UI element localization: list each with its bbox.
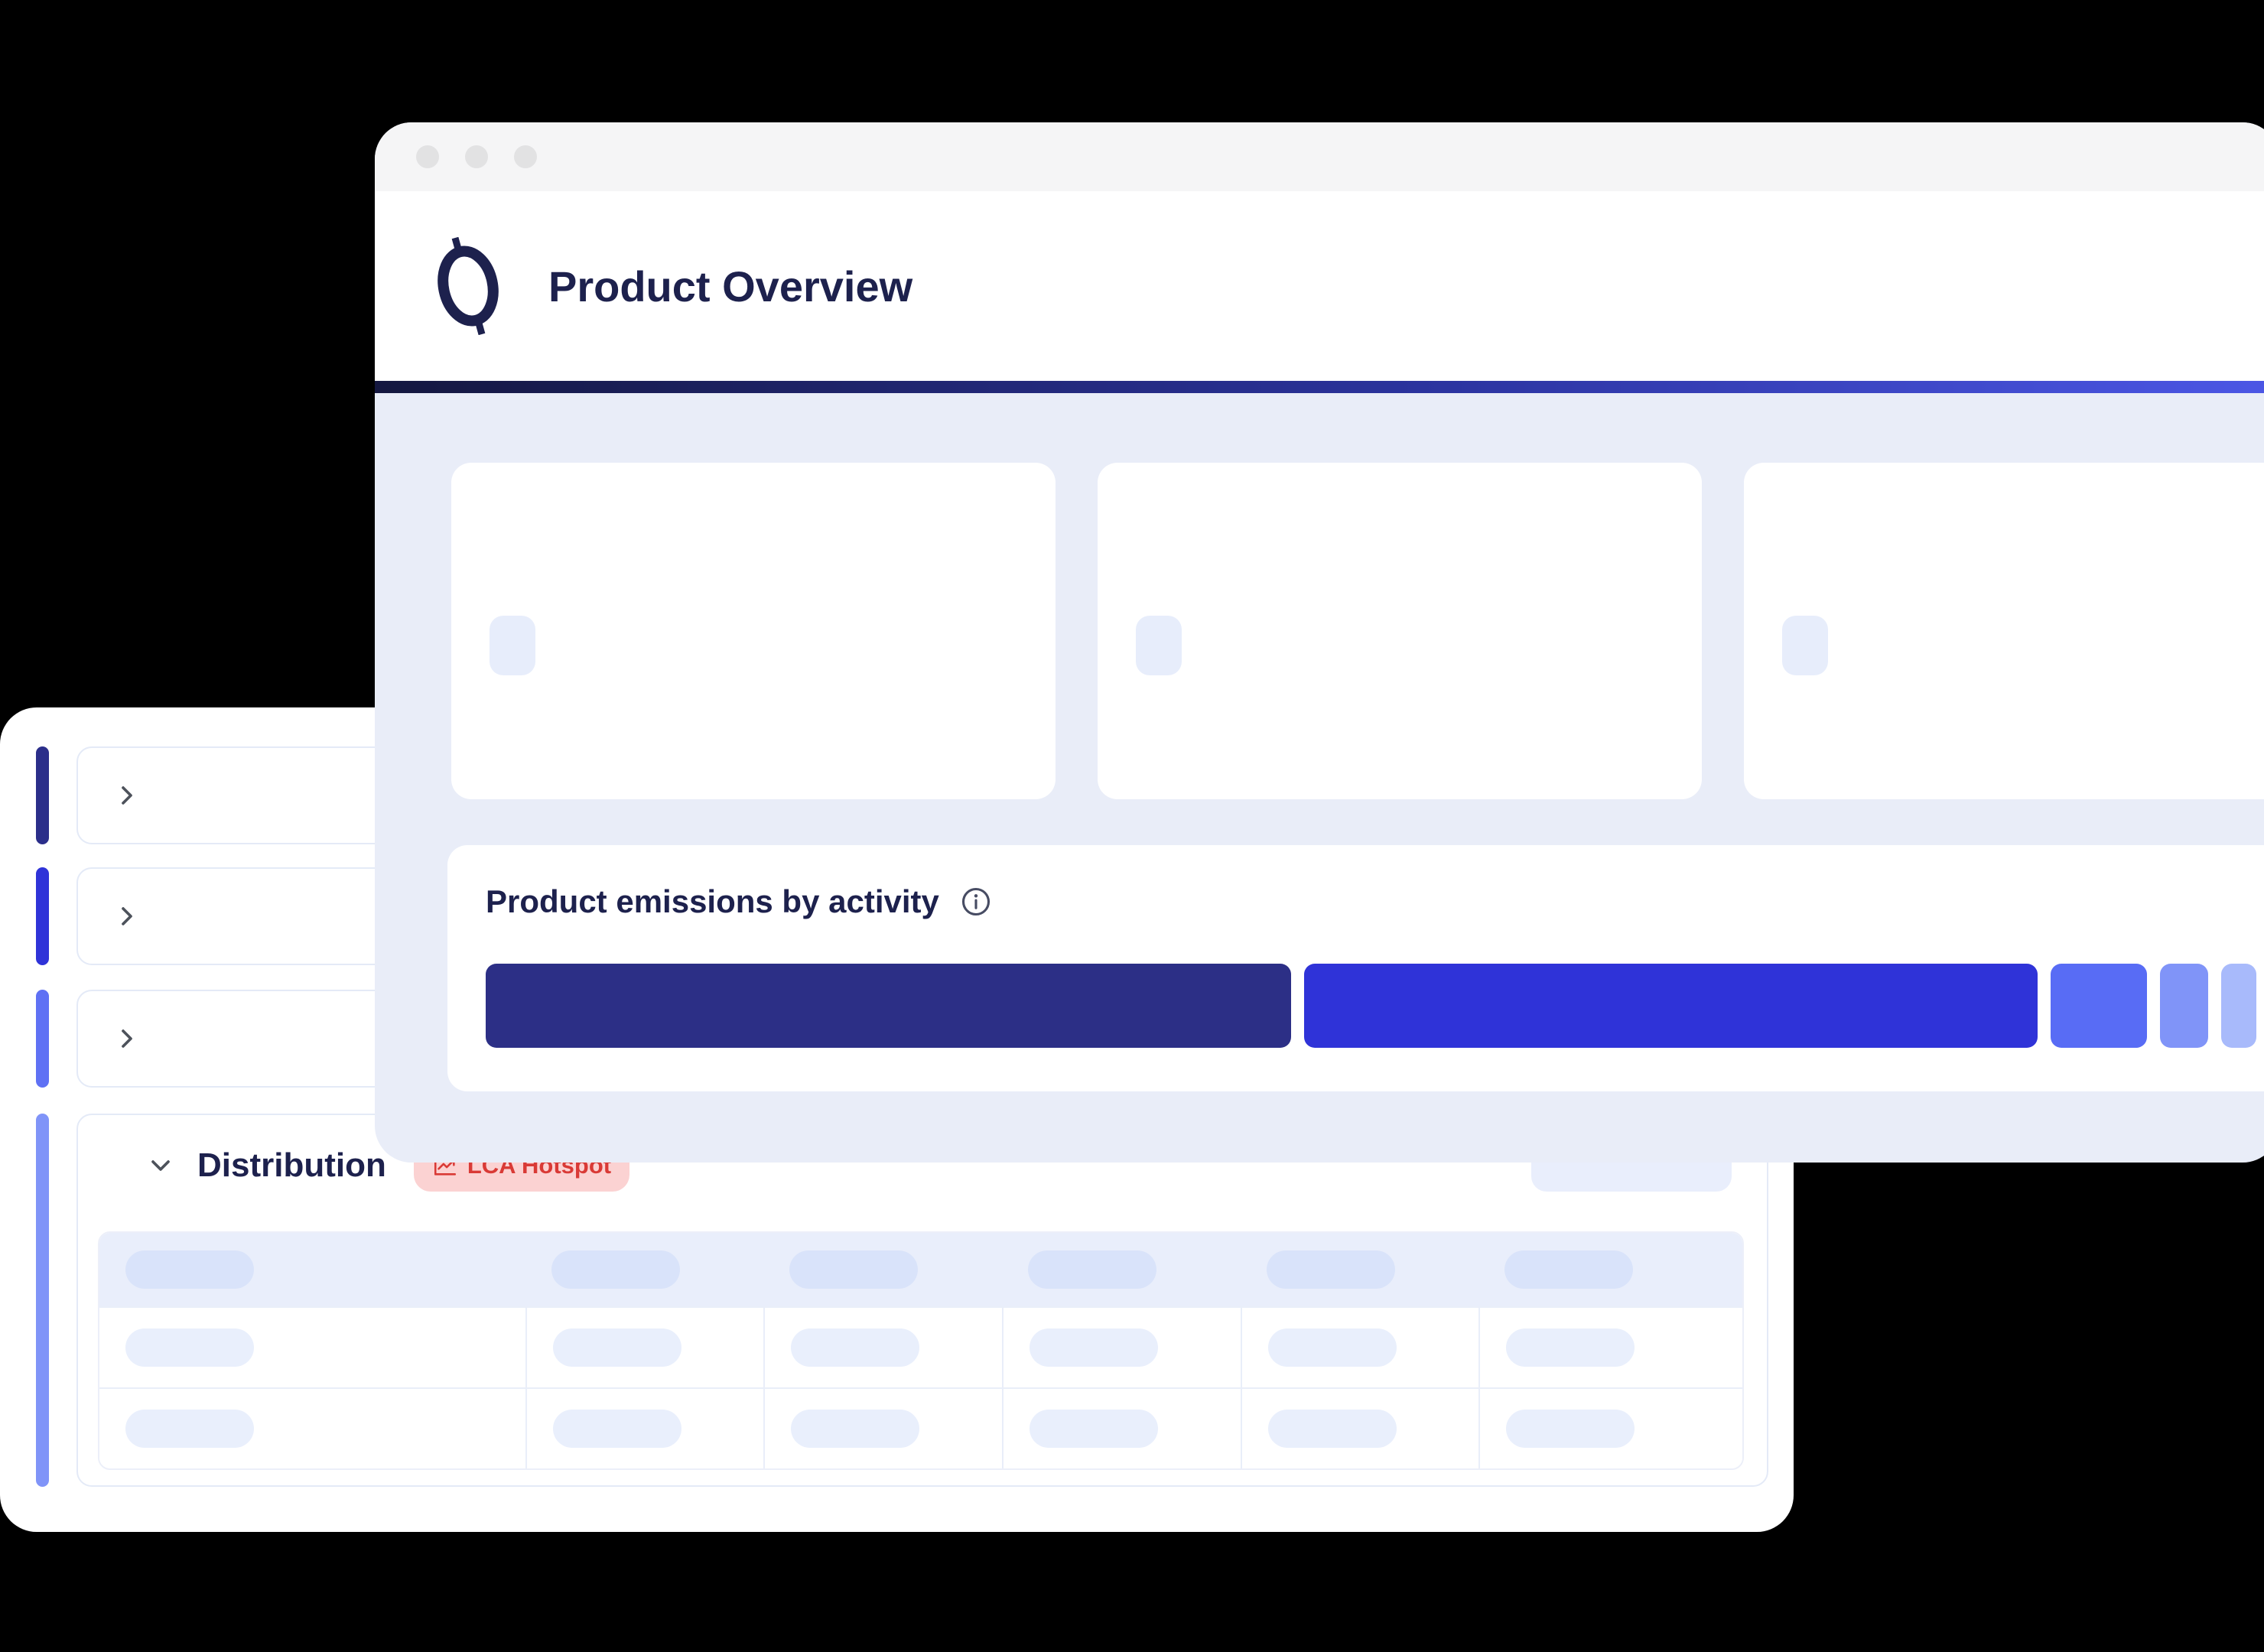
- skeleton-table: [98, 1231, 1744, 1470]
- skeleton-text-pill: [1028, 1250, 1156, 1289]
- skeleton-text-pill: [791, 1328, 919, 1367]
- table-cell: [1002, 1233, 1241, 1306]
- stat-card: [451, 463, 1056, 799]
- window-dot[interactable]: [465, 145, 488, 168]
- skeleton-text-pill: [553, 1328, 681, 1367]
- page-title: Product Overview: [548, 262, 913, 311]
- table-cell: [99, 1233, 525, 1306]
- emissions-stacked-bar: [486, 964, 2256, 1048]
- header-accent-divider: [375, 381, 2264, 393]
- table-cell: [1478, 1308, 1742, 1387]
- skeleton-text-pill: [1268, 1410, 1397, 1448]
- skeleton-text-pill: [125, 1328, 254, 1367]
- bar-segment-small[interactable]: [2051, 964, 2147, 1048]
- table-row: [99, 1387, 1742, 1468]
- stat-card: [1744, 463, 2264, 799]
- app-header: Product Overview: [375, 191, 2264, 381]
- emissions-panel: Product emissions by activity: [447, 845, 2264, 1091]
- rail-pill: [36, 746, 49, 844]
- bar-segment-materials[interactable]: [486, 964, 1291, 1048]
- skeleton-text-pill: [1268, 1328, 1397, 1367]
- skeleton-text-pill: [1030, 1328, 1158, 1367]
- bar-segment-small[interactable]: [2221, 964, 2256, 1048]
- table-cell: [1478, 1233, 1742, 1306]
- skeleton-text-pill: [1506, 1410, 1635, 1448]
- table-row: [99, 1233, 1742, 1306]
- table-cell: [525, 1389, 763, 1468]
- front-window: Product Overview Product emissions by ac…: [375, 122, 2264, 1163]
- chevron-right-icon: [112, 901, 142, 932]
- window-titlebar: [375, 122, 2264, 191]
- chevron-right-icon: [112, 1023, 142, 1054]
- table-cell: [99, 1308, 525, 1387]
- skeleton-text-pill: [789, 1250, 918, 1289]
- skeleton-text-pill: [125, 1250, 254, 1289]
- stat-card-row: [451, 463, 2264, 799]
- skeleton-text-pill: [1506, 1328, 1635, 1367]
- stat-card-tag: [1782, 616, 1828, 675]
- table-row: [99, 1306, 1742, 1387]
- skeleton-text-pill: [791, 1410, 919, 1448]
- rail-pill: [36, 1114, 49, 1487]
- table-cell: [525, 1308, 763, 1387]
- table-cell: [99, 1389, 525, 1468]
- distribution-label: Distribution: [197, 1146, 386, 1184]
- brand-logo-icon: [437, 237, 499, 335]
- table-cell: [763, 1308, 1002, 1387]
- skeleton-text-pill: [553, 1410, 681, 1448]
- rail-pill: [36, 990, 49, 1088]
- stat-card: [1098, 463, 1702, 799]
- table-cell: [763, 1233, 1002, 1306]
- skeleton-text-pill: [1504, 1250, 1633, 1289]
- distribution-expanded-card: Distribution LCA Hotspot: [76, 1114, 1768, 1487]
- table-cell: [1241, 1389, 1478, 1468]
- dashboard-content: Product emissions by activity: [375, 393, 2264, 1163]
- skeleton-text-pill: [1030, 1410, 1158, 1448]
- window-dot[interactable]: [514, 145, 537, 168]
- emissions-panel-title: Product emissions by activity: [486, 883, 939, 919]
- table-cell: [1002, 1389, 1241, 1468]
- window-dot[interactable]: [416, 145, 439, 168]
- table-cell: [763, 1389, 1002, 1468]
- chevron-down-icon: [145, 1150, 176, 1181]
- info-circle-icon[interactable]: [959, 885, 993, 919]
- skeleton-text-pill: [551, 1250, 680, 1289]
- bar-segment-small[interactable]: [2160, 964, 2208, 1048]
- table-cell: [1002, 1308, 1241, 1387]
- table-cell: [525, 1233, 763, 1306]
- skeleton-text-pill: [1267, 1250, 1395, 1289]
- stat-card-tag: [1136, 616, 1182, 675]
- chevron-right-icon: [112, 780, 142, 811]
- skeleton-text-pill: [125, 1410, 254, 1448]
- table-cell: [1241, 1308, 1478, 1387]
- stat-card-tag: [490, 616, 535, 675]
- table-cell: [1478, 1389, 1742, 1468]
- table-cell: [1241, 1233, 1478, 1306]
- rail-pill: [36, 867, 49, 965]
- bar-segment-utility-use[interactable]: [1304, 964, 2038, 1048]
